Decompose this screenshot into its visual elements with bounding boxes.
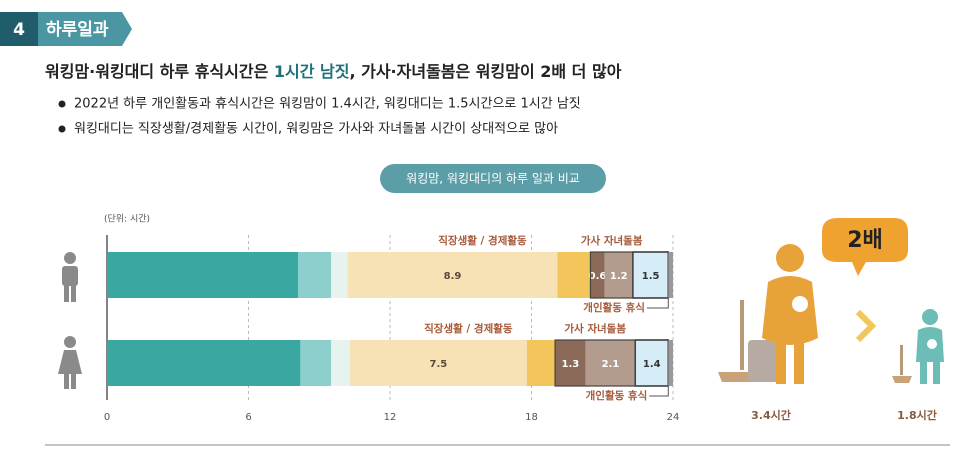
group-label: 직장생활 / 경제활동 [438, 234, 527, 247]
bar-segment [349, 340, 527, 386]
house-outline [589, 251, 634, 299]
bracket [646, 298, 669, 309]
headline-bold: 1시간 남짓 [274, 62, 350, 81]
female-icon [58, 336, 82, 389]
bar-segment [347, 252, 558, 298]
bullet-dot [58, 125, 66, 133]
bar-segment [107, 252, 299, 298]
headline: 워킹맘·워킹대디 하루 휴식시간은 1시간 남짓, 가사·자녀돌봄은 워킹맘이 … [45, 62, 622, 81]
group-label: 개인활동 휴식 [583, 301, 645, 314]
bar-segment [107, 340, 301, 386]
x-tick-label: 0 [104, 412, 110, 423]
dad-hours: 1.8시간 [897, 408, 937, 422]
group-label: 가사 자녀돌봄 [581, 234, 643, 247]
mom-hours: 3.4시간 [751, 408, 791, 422]
header-number: 4 [13, 20, 25, 40]
x-tick-label: 24 [667, 412, 680, 423]
bar-segment [298, 252, 332, 298]
segment-label: 7.5 [429, 359, 447, 370]
segment-label: 1.5 [642, 271, 660, 282]
bar-segment [634, 339, 670, 387]
bar-segment [590, 252, 605, 298]
bar-segment [331, 252, 348, 298]
chevron [855, 309, 877, 343]
house-outline [554, 339, 636, 387]
dad-illustration [892, 309, 944, 384]
bullet-dot [58, 100, 66, 108]
headline-part: , 가사·자녀돌봄은 워킹맘이 2배 더 많아 [349, 62, 621, 81]
bullet: 워킹대디는 직장생활/경제활동 시간이, 워킹맘은 가사와 자녀돌봄 시간이 상… [74, 122, 558, 137]
bar-segment [668, 340, 673, 386]
headline-part: 워킹맘·워킹대디 하루 휴식시간은 [45, 62, 274, 81]
bar-segment [526, 340, 556, 386]
group-label: 개인활동 휴식 [586, 389, 648, 402]
bar-segment [557, 252, 591, 298]
male-icon [62, 252, 78, 302]
header-number-box [0, 12, 38, 46]
segment-label: 2.1 [602, 359, 620, 370]
x-tick-label: 6 [245, 412, 251, 423]
segment-label: 8.9 [444, 271, 462, 282]
bar-segment [585, 340, 636, 386]
ratio-label: 2배 [847, 228, 883, 253]
chart-title-pill [380, 164, 606, 193]
x-tick-label: 18 [525, 412, 538, 423]
bar-segment [555, 340, 586, 386]
header-title: 하루일과 [46, 20, 109, 40]
bar-segment [300, 340, 332, 386]
speech-bubble [822, 218, 908, 276]
unit-label: (단위: 시간) [104, 214, 150, 225]
bracket [649, 386, 669, 397]
bar-segment [331, 340, 350, 386]
group-label: 가사 자녀돌봄 [564, 322, 626, 335]
header-banner [38, 12, 132, 46]
chart-title: 워킹맘, 워킹대디의 하루 일과 비교 [406, 172, 580, 186]
x-tick-label: 12 [384, 412, 397, 423]
segment-label: 1.2 [610, 271, 628, 282]
segment-label: 0.6 [589, 271, 607, 282]
bar-segment [668, 252, 673, 298]
segment-label: 1.3 [562, 359, 580, 370]
mom-illustration [718, 244, 818, 384]
segment-label: 1.4 [643, 359, 661, 370]
group-label: 직장생활 / 경제활동 [424, 322, 513, 335]
bar-segment [604, 252, 633, 298]
bullet: 2022년 하루 개인활동과 휴식시간은 워킹맘이 1.4시간, 워킹대디는 1… [74, 97, 581, 112]
